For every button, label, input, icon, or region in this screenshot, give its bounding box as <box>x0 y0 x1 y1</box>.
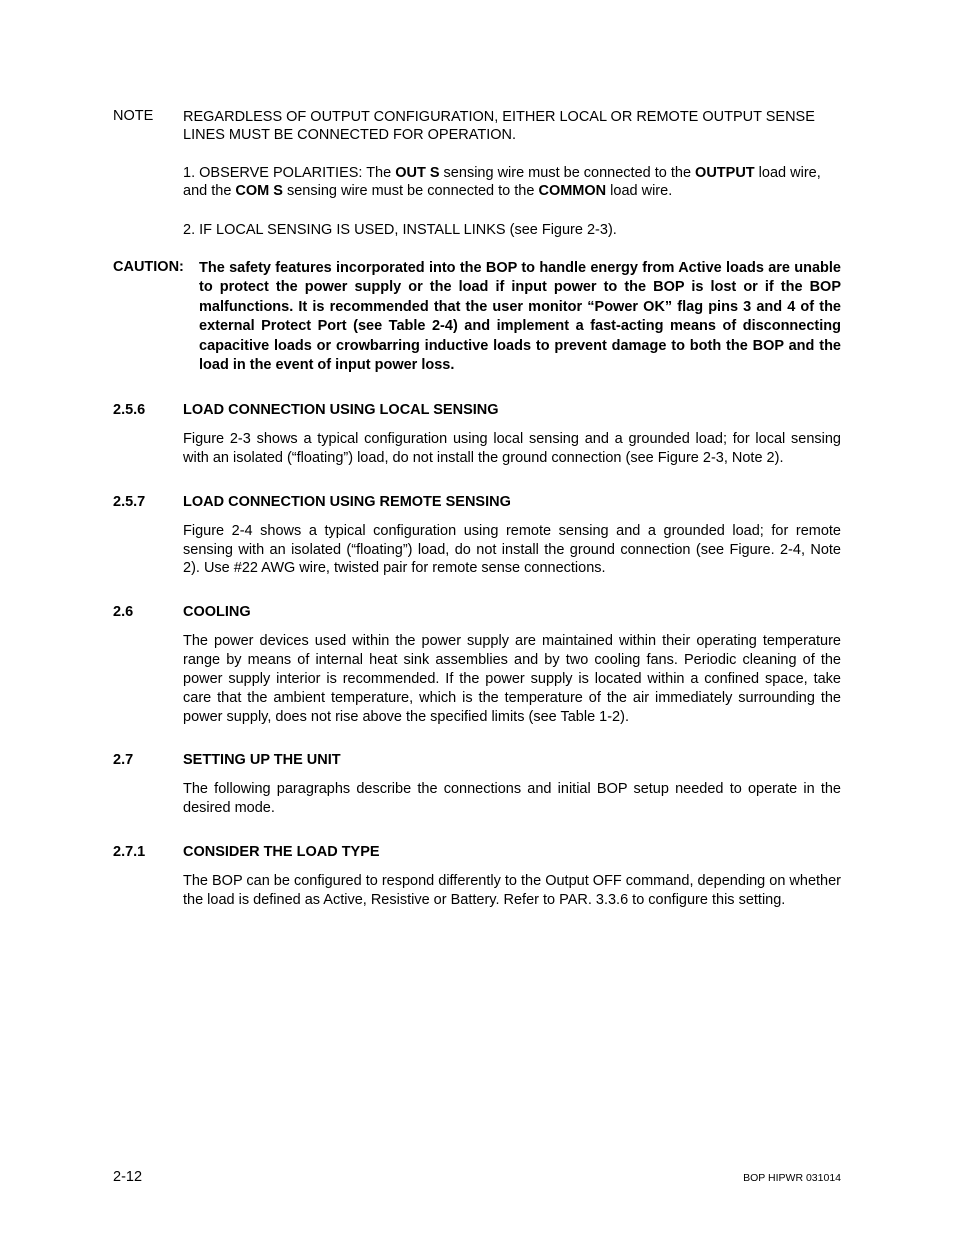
section-body-27: The following paragraphs describe the co… <box>183 780 841 818</box>
caution-label: CAUTION: <box>113 259 199 376</box>
section-number: 2.5.6 <box>113 402 183 418</box>
section-body-26: The power devices used within the power … <box>183 632 841 726</box>
caution-block: CAUTION: The safety features incorporate… <box>113 259 841 376</box>
section-title: LOAD CONNECTION USING LOCAL SENSING <box>183 402 841 418</box>
section-number: 2.5.7 <box>113 494 183 510</box>
section-heading-26: 2.6 COOLING <box>113 604 841 620</box>
note-block: NOTE REGARDLESS OF OUTPUT CONFIGURATION,… <box>113 108 841 144</box>
bold: OUTPUT <box>695 165 755 181</box>
bold: COM S <box>235 183 283 199</box>
text: sensing wire must be connected to the <box>440 165 696 181</box>
page-footer: 2-12 BOP HIPWR 031014 <box>113 1169 841 1185</box>
section-heading-27: 2.7 SETTING UP THE UNIT <box>113 752 841 768</box>
section-heading-271: 2.7.1 CONSIDER THE LOAD TYPE <box>113 844 841 860</box>
section-title: COOLING <box>183 604 841 620</box>
section-body-257: Figure 2-4 shows a typical configuration… <box>183 522 841 579</box>
note-label: NOTE <box>113 108 183 144</box>
text: sensing wire must be connected to the <box>283 183 539 199</box>
section-number: 2.7.1 <box>113 844 183 860</box>
section-number: 2.6 <box>113 604 183 620</box>
note-local-sensing: 2. IF LOCAL SENSING IS USED, INSTALL LIN… <box>183 221 841 239</box>
page-number: 2-12 <box>113 1169 142 1185</box>
section-body-271: The BOP can be configured to respond dif… <box>183 872 841 910</box>
note-polarities: 1. OBSERVE POLARITIES: The OUT S sensing… <box>183 164 841 200</box>
bold: OUT S <box>395 165 439 181</box>
caution-body: The safety features incorporated into th… <box>199 259 841 376</box>
document-page: NOTE REGARDLESS OF OUTPUT CONFIGURATION,… <box>0 0 954 1235</box>
section-heading-257: 2.5.7 LOAD CONNECTION USING REMOTE SENSI… <box>113 494 841 510</box>
bold: COMMON <box>538 183 606 199</box>
text: 1. OBSERVE POLARITIES: The <box>183 165 395 181</box>
section-title: CONSIDER THE LOAD TYPE <box>183 844 841 860</box>
doc-id: BOP HIPWR 031014 <box>743 1172 841 1184</box>
section-body-256: Figure 2-3 shows a typical configuration… <box>183 430 841 468</box>
section-title: SETTING UP THE UNIT <box>183 752 841 768</box>
note-body-line1: REGARDLESS OF OUTPUT CONFIGURATION, EITH… <box>183 108 841 144</box>
section-heading-256: 2.5.6 LOAD CONNECTION USING LOCAL SENSIN… <box>113 402 841 418</box>
text: load wire. <box>606 183 672 199</box>
section-number: 2.7 <box>113 752 183 768</box>
section-title: LOAD CONNECTION USING REMOTE SENSING <box>183 494 841 510</box>
